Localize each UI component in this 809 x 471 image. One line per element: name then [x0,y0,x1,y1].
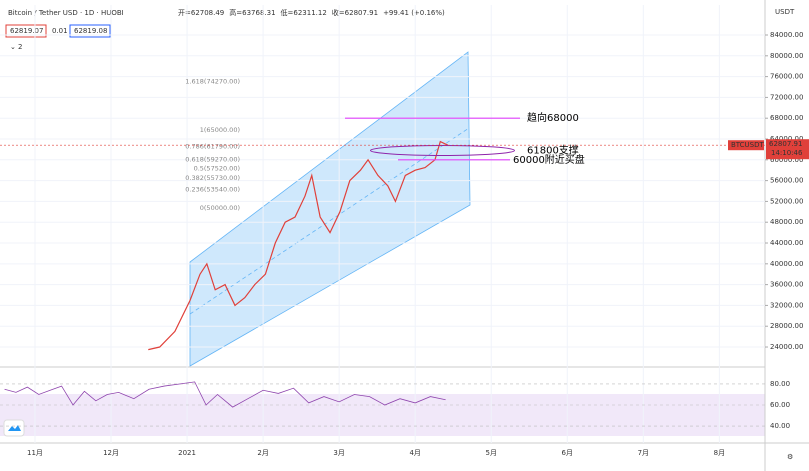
spread: 0.01 [52,27,68,35]
fib-label: 0.786(61790.00) [185,143,240,151]
y-tick-label: 48000.00 [770,218,803,226]
annotation-text: 61800支撑 [527,143,579,156]
y-tick-label: 28000.00 [770,322,803,330]
x-tick-label: 8月 [714,449,725,457]
ask-box[interactable] [69,24,111,38]
fib-label: 0(50000.00) [200,204,240,212]
ohlc-value: 开=62708.49 [178,9,224,17]
fib-label: 0.618(59270.00) [185,156,240,164]
x-tick-label: 2021 [178,449,196,457]
rsi-tick-label: 60.00 [770,401,790,409]
bid: 62819.07 [10,27,43,35]
y-tick-label: 32000.00 [770,301,803,309]
fib-label: 1(65000.00) [200,126,240,134]
price-tag [766,139,809,160]
x-tick-label: 7月 [638,449,649,457]
x-tick-label: 2月 [257,449,268,457]
logo-icon [8,425,21,431]
fib-label: 0.5(57520.00) [194,165,240,173]
y-tick-label: 72000.00 [770,93,803,101]
y-tick-label: 52000.00 [770,197,803,205]
collapse-indicators[interactable]: ⌄ [10,43,16,51]
fib-label: 0.382(55730.00) [185,174,240,182]
fib-label: 0.236(53540.00) [185,185,240,193]
support-ellipse [370,144,515,156]
y-tick-label: 24000.00 [770,343,803,351]
symbol-label: BTCUSDT [731,141,765,149]
rsi-band [0,394,765,436]
last-price: 62807.91 [769,140,802,148]
ohlc-value: +99.41 (+0.16%) [383,9,445,17]
indicator-count: 2 [18,43,22,51]
x-tick-label: 3月 [333,449,344,457]
parallel-channel [189,51,471,367]
y-tick-label: 56000.00 [770,177,803,185]
rsi-tick-label: 80.00 [770,380,790,388]
x-tick-label: 11月 [27,449,43,457]
y-tick-label: 60000.00 [770,156,803,164]
fib-label: 1.618(74270.00) [185,78,240,86]
annotation-text: 60000附近买盘 [513,153,585,166]
y-tick-label: 44000.00 [770,239,803,247]
y-tick-label: 76000.00 [770,73,803,81]
price-line [148,140,449,351]
ohlc-value: 高=63768.31 [229,8,275,17]
y-tick-label: 40000.00 [770,260,803,268]
ohlc-value: 收=62807.91 [332,8,378,17]
y-tick-label: 80000.00 [770,52,803,60]
countdown: 14:10:46 [771,149,803,157]
y-tick-label: 84000.00 [770,31,803,39]
symbol-tag [728,140,764,151]
ohlc-value: 低=62311.12 [281,8,327,17]
rsi-tick-label: 40.00 [770,422,790,430]
y-tick-label: 36000.00 [770,281,803,289]
ask: 62819.08 [74,27,107,35]
x-tick-label: 12月 [103,449,119,457]
annotation-text: 趋向68000 [527,111,579,124]
currency: USDT [775,8,795,16]
y-tick-label: 68000.00 [770,114,803,122]
bid-box[interactable] [5,24,47,38]
symbol-title: Bitcoin / Tether USD · 1D · HUOBI [8,9,124,17]
ohlc-readout: 开=62708.49 高=63768.31 低=62311.12 收=62807.91… [178,8,445,17]
rsi-line [4,381,446,408]
y-tick-label: 64000.00 [770,135,803,143]
x-tick-label: 4月 [409,449,420,457]
settings[interactable]: ⚙ [787,453,793,461]
x-tick-label: 6月 [562,449,573,457]
x-tick-label: 5月 [486,449,497,457]
